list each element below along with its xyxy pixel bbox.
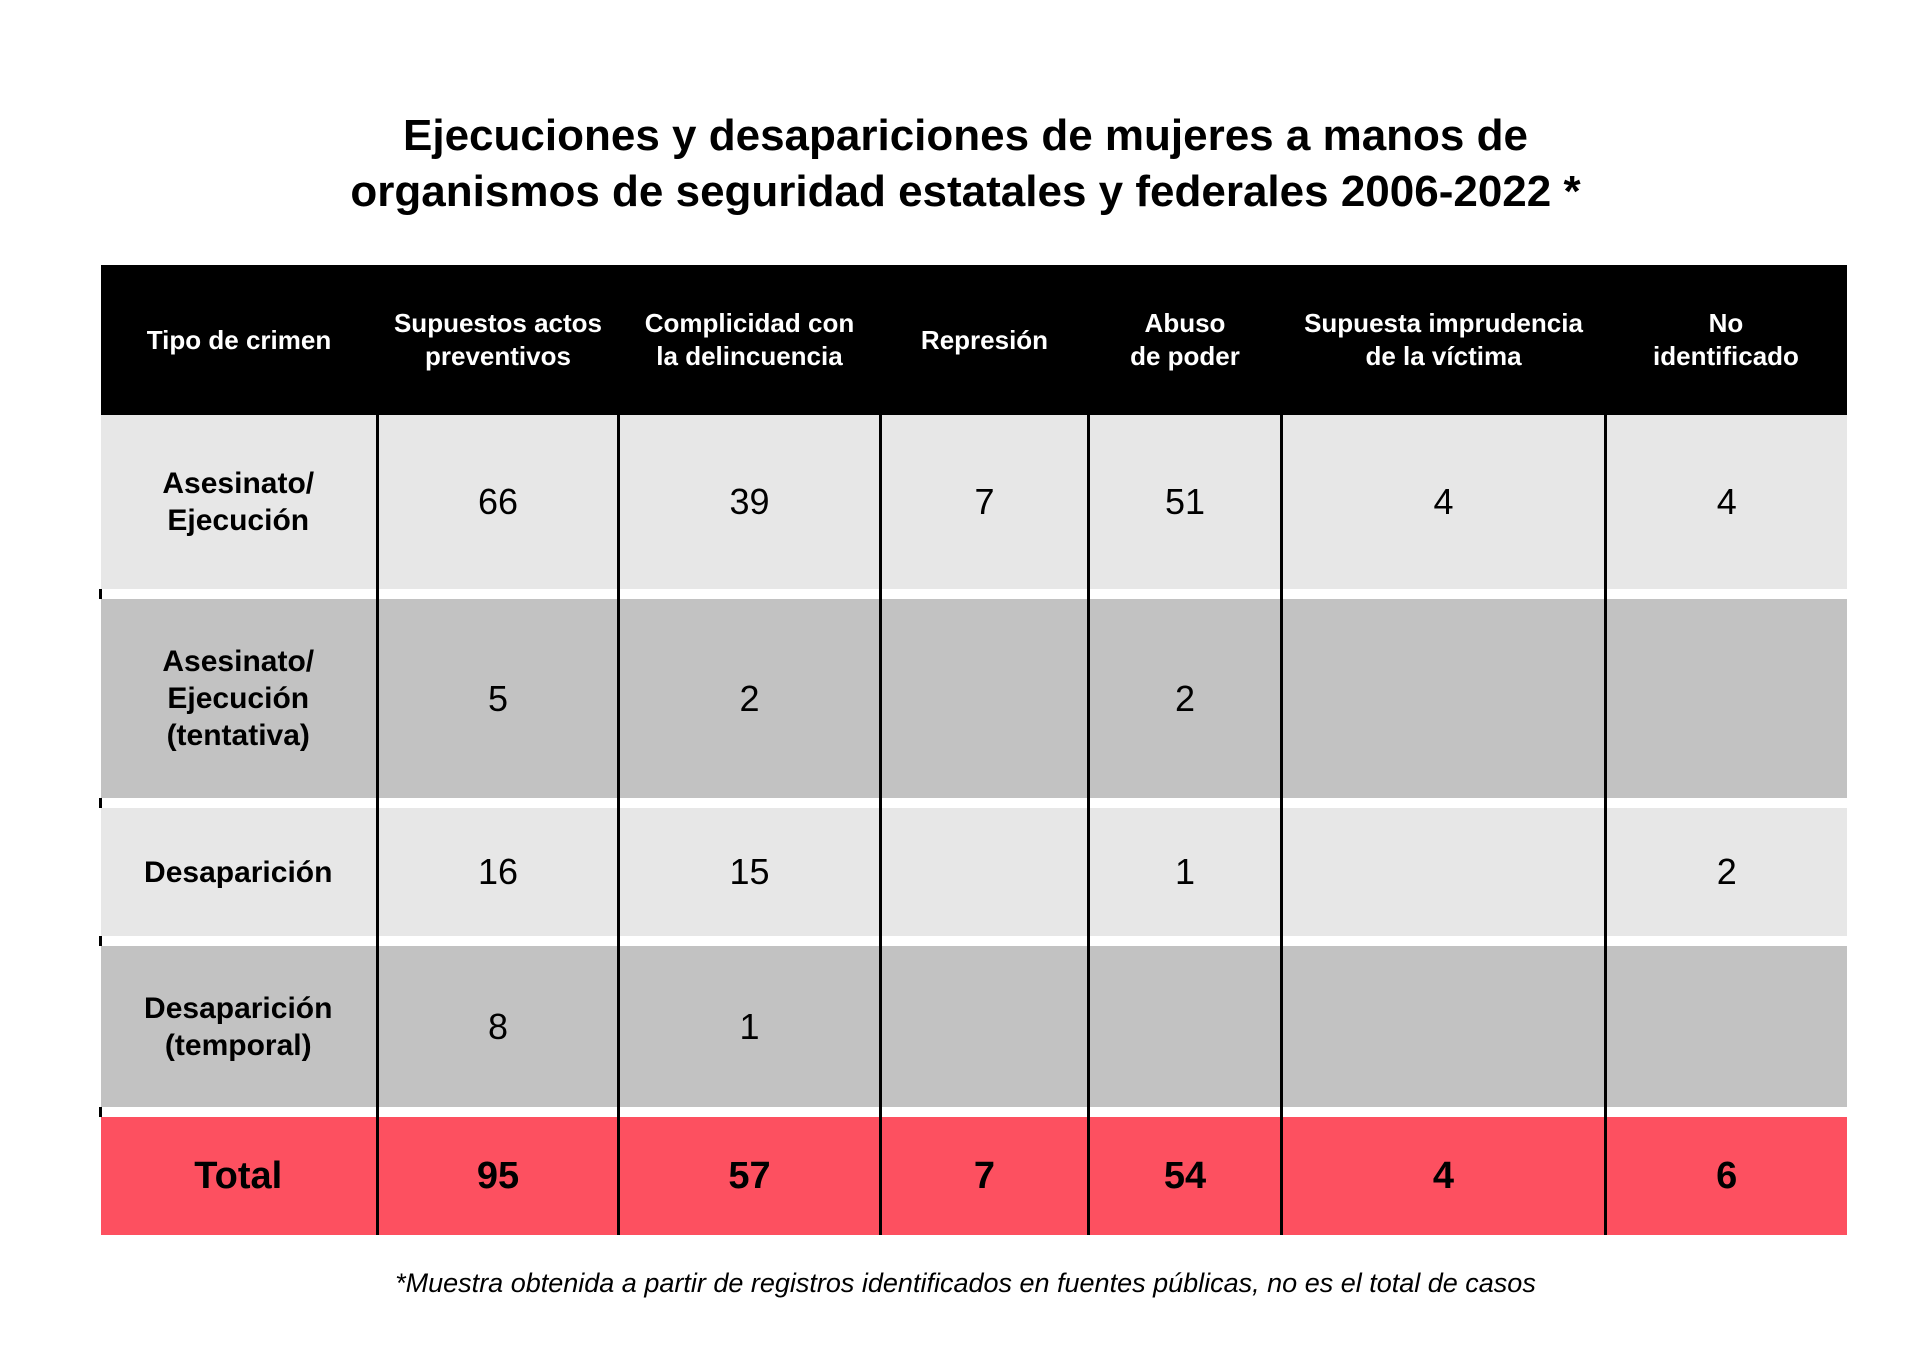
- table-row: Desaparición (temporal) 8 1: [100, 946, 1847, 1107]
- table-cell: 8: [376, 946, 619, 1107]
- chart-title: Ejecuciones y desapariciones de mujeres …: [0, 108, 1931, 220]
- table-cell: 15: [617, 808, 881, 936]
- table-cell: 4: [1604, 415, 1847, 589]
- table-row: Asesinato/ Ejecución (tentativa) 5 2 2: [100, 599, 1847, 798]
- table-row: Asesinato/ Ejecución 66 39 7 51 4 4: [100, 415, 1847, 589]
- table-cell: [1280, 808, 1606, 936]
- total-cell: 7: [879, 1117, 1089, 1235]
- table-cell: 4: [1280, 415, 1606, 589]
- row-gap: [99, 589, 1847, 599]
- row-label: Asesinato/ Ejecución (tentativa): [100, 599, 378, 798]
- total-row: Total 95 57 7 54 4 6: [100, 1117, 1847, 1235]
- table-cell: 1: [1087, 808, 1282, 936]
- row-gap: [99, 1107, 1847, 1117]
- table-cell: 16: [376, 808, 619, 936]
- table-cell: [1280, 946, 1606, 1107]
- data-table: Tipo de crimen Supuestos actos preventiv…: [99, 265, 1847, 1235]
- total-cell: 6: [1604, 1117, 1847, 1235]
- table-cell: 1: [617, 946, 881, 1107]
- row-gap: [99, 936, 1847, 946]
- table-cell: [879, 946, 1089, 1107]
- row-label: Desaparición: [100, 808, 378, 936]
- table-cell: 7: [879, 415, 1089, 589]
- header-row: Tipo de crimen Supuestos actos preventiv…: [100, 265, 1847, 415]
- title-line-2: organismos de seguridad estatales y fede…: [350, 167, 1581, 216]
- header-cell: Complicidad con la delincuencia: [618, 265, 881, 415]
- header-cell: Supuestos actos preventivos: [377, 265, 619, 415]
- total-cell: 57: [617, 1117, 881, 1235]
- header-cell: Supuesta imprudencia de la víctima: [1281, 265, 1606, 415]
- table-cell: [879, 599, 1089, 798]
- table-cell: [1280, 599, 1606, 798]
- total-cell: 95: [376, 1117, 619, 1235]
- header-cell: Abuso de poder: [1088, 265, 1282, 415]
- table-cell: [1604, 946, 1847, 1107]
- table-cell: 2: [1087, 599, 1282, 798]
- header-cell: Represión: [880, 265, 1089, 415]
- table-cell: [1604, 599, 1847, 798]
- row-label: Desaparición (temporal): [100, 946, 378, 1107]
- title-line-1: Ejecuciones y desapariciones de mujeres …: [403, 111, 1528, 160]
- table-cell: [879, 808, 1089, 936]
- table-cell: 66: [376, 415, 619, 589]
- table-cell: 39: [617, 415, 881, 589]
- table-cell: 51: [1087, 415, 1282, 589]
- table-cell: 2: [617, 599, 881, 798]
- footnote: *Muestra obtenida a partir de registros …: [395, 1268, 1536, 1298]
- header-cell: No identificado: [1605, 265, 1847, 415]
- header-cell: Tipo de crimen: [100, 265, 378, 415]
- table-cell: 2: [1604, 808, 1847, 936]
- total-cell: 54: [1087, 1117, 1282, 1235]
- row-gap: [99, 798, 1847, 808]
- row-label: Asesinato/ Ejecución: [100, 415, 378, 589]
- total-label: Total: [100, 1117, 378, 1235]
- table-cell: 5: [376, 599, 619, 798]
- table-cell: [1087, 946, 1282, 1107]
- total-cell: 4: [1280, 1117, 1606, 1235]
- table-row: Desaparición 16 15 1 2: [100, 808, 1847, 936]
